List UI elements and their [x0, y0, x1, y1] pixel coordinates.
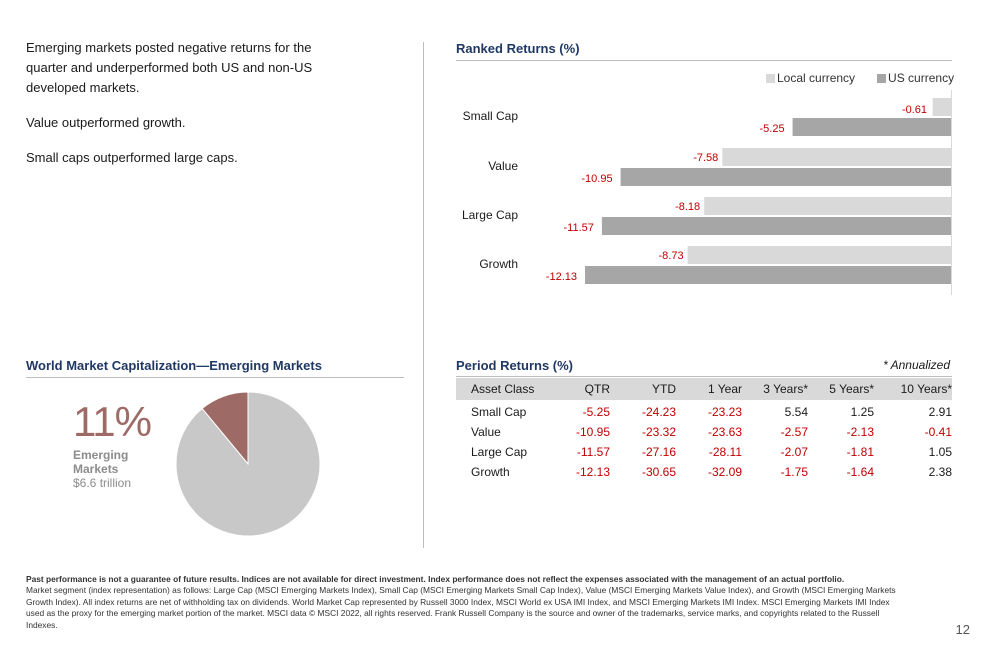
bar-local-currency — [722, 148, 951, 166]
legend-label-local: Local currency — [777, 71, 856, 85]
table-header: Asset Class QTR YTD 1 Year 3 Years* 5 Years* 1… — [456, 378, 952, 400]
footnote-text: Market segment (index representation) as… — [26, 585, 896, 630]
table-cell: 5.54 — [784, 405, 808, 419]
period-returns-title: Period Returns (%) — [456, 358, 574, 373]
world-market-cap-pie — [175, 391, 321, 537]
table-row: Large Cap -11.57 -27.16 -28.11 -2.07 -1.81 1.0… — [456, 445, 952, 465]
table-cell: -2.13 — [846, 425, 874, 439]
pie-slice-other — [175, 391, 321, 537]
table-cell: -1.64 — [846, 465, 874, 479]
world-market-cap-title: World Market Capitalization—Emerging Mar… — [26, 358, 322, 373]
data-label-local: -7.58 — [693, 152, 718, 164]
commentary: Emerging markets posted negative returns… — [26, 38, 356, 183]
annualized-note: * Annualized — [883, 358, 950, 372]
ranked-legend: Local currency US currency — [766, 71, 954, 85]
commentary-line: Value outperformed growth. — [26, 115, 186, 130]
category-label: Value — [488, 159, 518, 173]
data-label-local: -8.73 — [659, 250, 684, 262]
legend-swatch-local — [766, 74, 775, 84]
period-returns-table: Asset Class QTR YTD 1 Year 3 Years* 5 Years* 1… — [456, 378, 952, 488]
table-cell: -12.13 — [575, 465, 610, 479]
table-cell: -30.65 — [641, 465, 676, 479]
column-header: YTD — [652, 382, 676, 396]
category-label: Large Cap — [462, 208, 518, 222]
table-cell: -2.07 — [780, 445, 808, 459]
data-label-us: -10.95 — [581, 173, 612, 185]
bar-local-currency — [932, 98, 951, 116]
footnote: Past performance is not a guarantee of f… — [26, 574, 906, 631]
page-number: 12 — [955, 622, 970, 637]
table-cell: 2.91 — [928, 405, 952, 419]
table-cell: 1.25 — [850, 405, 874, 419]
column-header: 5 Years* — [829, 382, 874, 396]
table-row: Small Cap -5.25 -24.23 -23.23 5.54 1.25 2.91 — [456, 405, 952, 425]
row-label: Small Cap — [471, 405, 527, 419]
table-cell: -11.57 — [576, 445, 610, 459]
data-label-local: -8.18 — [675, 201, 700, 213]
table-cell: -24.23 — [641, 405, 676, 419]
table-cell: -2.57 — [780, 425, 808, 439]
legend-swatch-us — [877, 74, 887, 84]
column-header: QTR — [584, 382, 610, 396]
bar-local-currency — [687, 246, 951, 264]
commentary-line: Emerging markets posted negative returns… — [26, 40, 313, 95]
column-header: Asset Class — [471, 382, 535, 396]
category-label: Small Cap — [463, 109, 519, 123]
ranked-returns-title: Ranked Returns (%) — [456, 41, 580, 56]
legend-item-us: US currency — [877, 71, 954, 85]
em-label-line1: Emerging — [73, 448, 129, 462]
table-cell: -32.09 — [707, 465, 742, 479]
column-header: 1 Year — [707, 382, 742, 396]
em-label-line2: Markets — [73, 462, 119, 476]
data-label-us: -5.25 — [760, 123, 785, 135]
bar-local-currency — [704, 197, 951, 215]
table-cell: 1.05 — [928, 445, 952, 459]
table-cell: -23.23 — [707, 405, 742, 419]
column-header: 10 Years* — [900, 382, 952, 396]
legend-item-local: Local currency — [766, 71, 855, 85]
table-cell: -0.41 — [924, 425, 952, 439]
row-label: Large Cap — [471, 445, 528, 459]
bar-us-currency — [792, 118, 951, 136]
legend-label-us: US currency — [888, 71, 955, 85]
data-label-local: -0.61 — [902, 104, 927, 116]
bar-us-currency — [601, 217, 951, 235]
table-row: Growth -12.13 -30.65 -32.09 -1.75 -1.64 2.38 — [456, 465, 952, 485]
row-label: Value — [471, 425, 501, 439]
table-cell: -27.16 — [641, 445, 676, 459]
bar-us-currency — [585, 266, 951, 284]
period-title-rule — [456, 376, 952, 377]
ranked-returns-chart: -0.61 -5.25 Small Cap -7.58 -10.95 Value -8.18… — [462, 90, 952, 295]
table-cell: 2.38 — [928, 465, 952, 479]
em-market-value: $6.6 trillion — [73, 476, 132, 490]
table-cell: -23.63 — [707, 425, 742, 439]
emerging-markets-label: Emerging Markets $6.6 trillion — [73, 448, 131, 490]
data-label-us: -11.57 — [564, 222, 594, 234]
table-cell: -1.75 — [780, 465, 808, 479]
column-header: 3 Years* — [763, 382, 808, 396]
category-label: Growth — [479, 257, 518, 271]
emerging-markets-percent: 11% — [73, 398, 152, 445]
world-cap-title-rule — [26, 377, 404, 378]
table-cell: -1.81 — [846, 445, 874, 459]
table-cell: -10.95 — [575, 425, 610, 439]
data-label-us: -12.13 — [546, 271, 577, 283]
row-label: Growth — [471, 465, 510, 479]
ranked-title-rule — [456, 60, 952, 61]
vertical-divider — [423, 42, 424, 548]
table-cell: -23.32 — [641, 425, 676, 439]
footnote-bold: Past performance is not a guarantee of f… — [26, 574, 845, 584]
table-row: Value -10.95 -23.32 -23.63 -2.57 -2.13 -0.41 — [456, 425, 952, 445]
commentary-line: Small caps outperformed large caps. — [26, 150, 238, 165]
table-cell: -28.11 — [708, 445, 742, 459]
bar-us-currency — [620, 168, 951, 186]
table-cell: -5.25 — [582, 405, 610, 419]
